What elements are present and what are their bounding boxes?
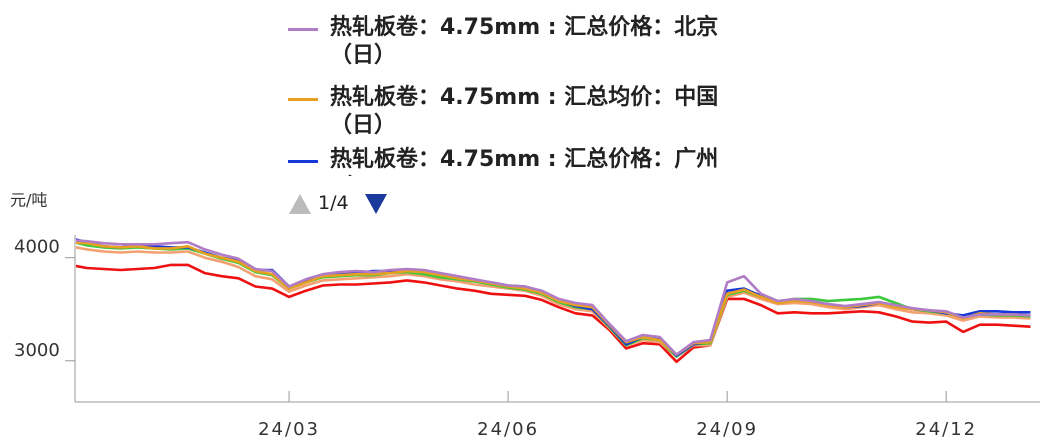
y-axis-label: 元/吨 bbox=[10, 191, 47, 210]
series-line bbox=[76, 239, 1031, 356]
y-tick-label: 3000 bbox=[14, 340, 60, 361]
legend-item[interactable]: 热轧板卷：4.75mm : 汇总价格：广州（ bbox=[288, 146, 758, 176]
lines bbox=[76, 238, 1031, 364]
pager-down[interactable] bbox=[364, 192, 388, 216]
x-tick-label: 24/03 bbox=[258, 419, 320, 440]
series-line bbox=[76, 241, 1031, 358]
x-tick-label: 24/09 bbox=[696, 419, 758, 440]
y-tick-label: 4000 bbox=[14, 237, 60, 258]
legend-swatch bbox=[288, 160, 318, 163]
legend-swatch bbox=[288, 28, 318, 31]
legend-label: 热轧板卷：4.75mm : 汇总价格：北京（日） bbox=[330, 15, 719, 68]
series-line bbox=[76, 246, 1031, 358]
x-tick-label: 24/06 bbox=[477, 419, 539, 440]
pager-text: 1/4 bbox=[318, 192, 349, 214]
legend-label: 热轧板卷：4.75mm : 汇总价格：广州（ bbox=[330, 147, 719, 176]
legend-swatch bbox=[288, 98, 318, 101]
legend-label: 热轧板卷：4.75mm : 汇总均价：中国（日） bbox=[330, 85, 719, 138]
x-tick-label: 24/12 bbox=[915, 419, 977, 440]
pager-up[interactable] bbox=[288, 192, 312, 216]
series-line bbox=[76, 263, 1031, 364]
